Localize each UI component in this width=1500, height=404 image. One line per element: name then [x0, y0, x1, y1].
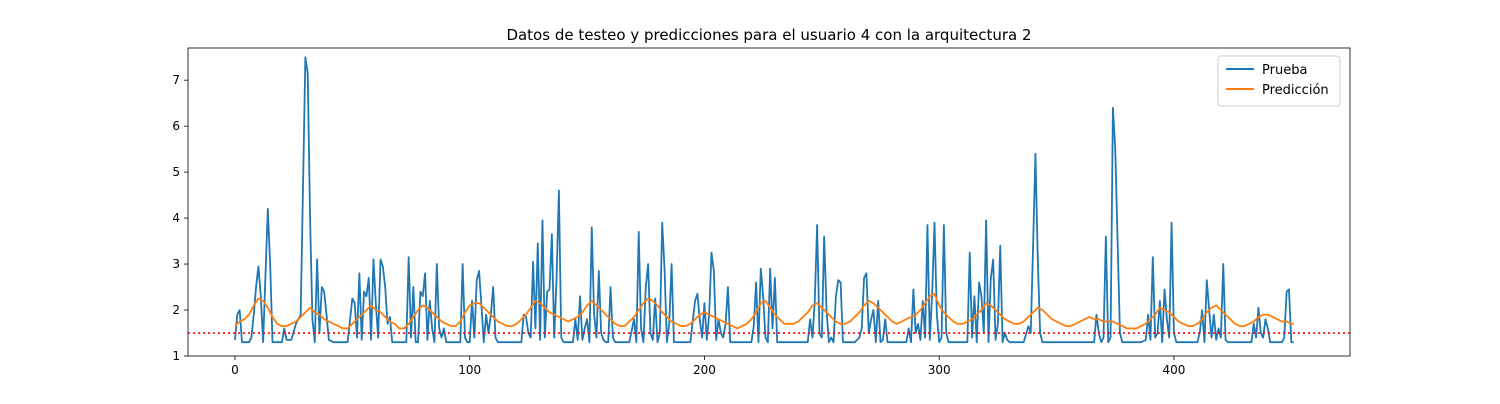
y-tick-label: 7: [172, 73, 180, 87]
chart-title: Datos de testeo y predicciones para el u…: [506, 26, 1031, 44]
series-line-prueba: [234, 56, 1294, 344]
series-group: [234, 56, 1294, 344]
y-tick-label: 1: [172, 349, 180, 363]
plot-area: 0 100 200 300 400 1 2 3 4 5 6 7 Prueba Predicción: [172, 47, 1351, 377]
plot-frame: [187, 47, 1351, 357]
x-tick-label: 200: [693, 363, 716, 377]
y-tick-label: 6: [172, 119, 180, 133]
y-tick-label: 3: [172, 257, 180, 271]
legend: Prueba Predicción: [1217, 55, 1341, 107]
x-tick-label: 400: [1162, 363, 1185, 377]
x-tick-label: 100: [458, 363, 481, 377]
x-tick-label: 0: [231, 363, 239, 377]
legend-label: Prueba: [1262, 63, 1307, 78]
legend-label: Predicción: [1262, 83, 1329, 98]
y-tick-label: 5: [172, 165, 180, 179]
series-line-prediccion: [234, 293, 1294, 330]
y-tick-label: 4: [172, 211, 180, 225]
y-tick-label: 2: [172, 303, 180, 317]
x-tick-label: 300: [928, 363, 951, 377]
